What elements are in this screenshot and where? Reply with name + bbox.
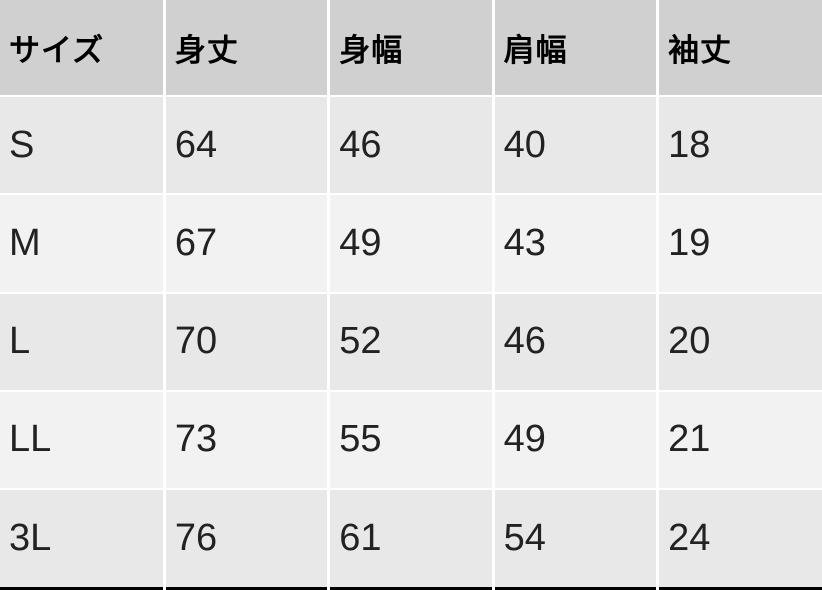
value-cell: 21	[657, 390, 822, 491]
size-cell: M	[0, 194, 166, 294]
value-cell: 61	[328, 489, 495, 589]
header-cell-size: サイズ	[0, 0, 166, 97]
value-cell: 73	[164, 390, 331, 491]
value-cell: 18	[657, 96, 822, 196]
value-cell: 46	[328, 96, 495, 196]
size-chart-body: S 64 46 40 18 M 67 49 43 19 L 70 52 46 2…	[0, 96, 822, 589]
value-cell: 19	[657, 194, 822, 294]
size-cell: 3L	[0, 489, 166, 589]
value-cell: 76	[164, 489, 331, 589]
size-cell: L	[0, 292, 166, 392]
table-row-3l: 3L 76 61 54 24	[0, 489, 822, 589]
value-cell: 52	[328, 292, 495, 392]
value-cell: 43	[493, 194, 660, 294]
header-cell-body-width: 身幅	[328, 0, 495, 97]
value-cell: 24	[657, 489, 822, 589]
value-cell: 55	[328, 390, 495, 491]
header-cell-sleeve-length: 袖丈	[657, 0, 822, 97]
value-cell: 49	[328, 194, 495, 294]
value-cell: 20	[657, 292, 822, 392]
table-row-m: M 67 49 43 19	[0, 194, 822, 294]
table-row-l: L 70 52 46 20	[0, 292, 822, 392]
table-row-ll: LL 73 55 49 21	[0, 390, 822, 491]
value-cell: 70	[164, 292, 331, 392]
size-cell: S	[0, 96, 166, 196]
size-cell: LL	[0, 390, 166, 491]
value-cell: 49	[493, 390, 660, 491]
value-cell: 67	[164, 194, 331, 294]
value-cell: 40	[493, 96, 660, 196]
header-row: サイズ 身丈 身幅 肩幅 袖丈	[0, 0, 822, 97]
header-cell-body-length: 身丈	[164, 0, 331, 97]
table-row-s: S 64 46 40 18	[0, 96, 822, 196]
value-cell: 64	[164, 96, 331, 196]
value-cell: 46	[493, 292, 660, 392]
header-cell-shoulder-width: 肩幅	[493, 0, 660, 97]
value-cell: 54	[493, 489, 660, 589]
size-chart-header: サイズ 身丈 身幅 肩幅 袖丈	[0, 0, 822, 97]
